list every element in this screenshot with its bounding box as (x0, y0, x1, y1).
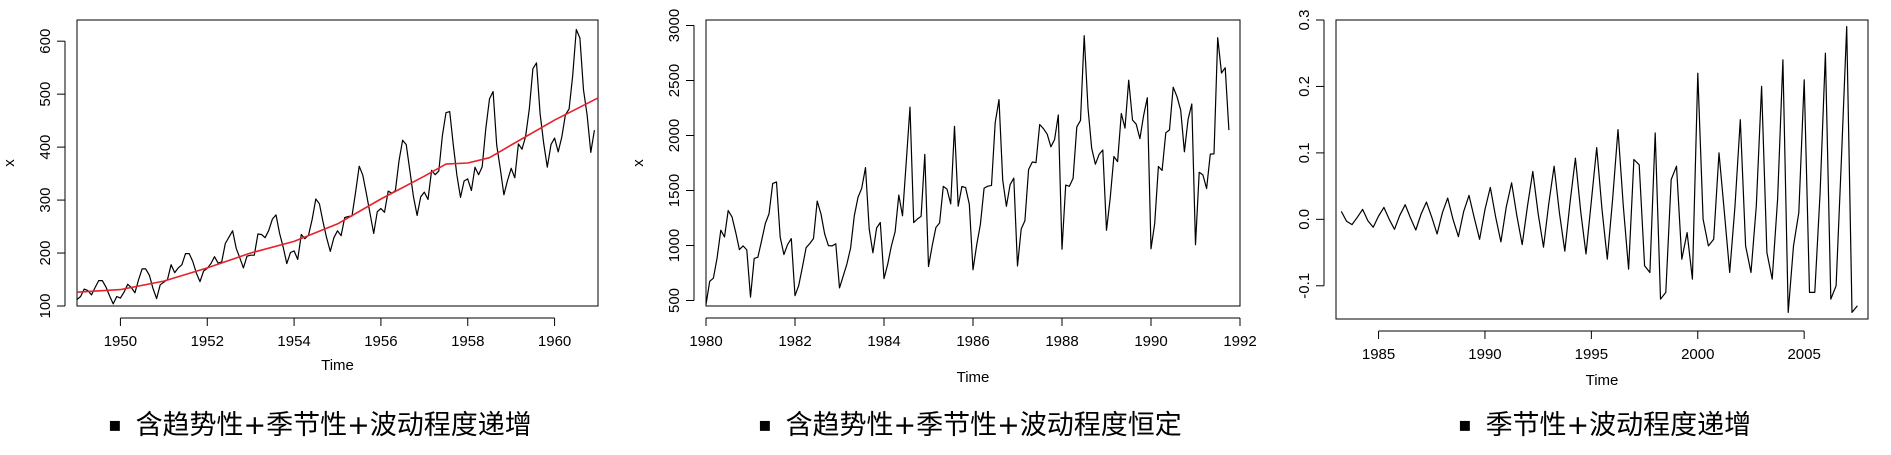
x-axis-label: Time (1586, 372, 1619, 389)
x-tick-label: 1952 (191, 333, 224, 350)
x-axis-label: Time (321, 357, 354, 374)
series-line-1 (1340, 26, 1858, 313)
caption-3-text: 季节性+波动程度递增 (1485, 410, 1752, 441)
y-tick-label: 600 (37, 29, 54, 54)
plot-frame (705, 19, 1241, 307)
x-tick-label: 1960 (538, 333, 571, 350)
y-tick-label: 2000 (666, 119, 683, 152)
series-line-1 (705, 35, 1230, 305)
x-tick-label: 1995 (1575, 346, 1608, 363)
caption-1: ▪ 含趋势性+季节性+波动程度递增 (108, 403, 532, 442)
y-tick-label: 0.2 (1296, 76, 1313, 97)
x-tick-label: 1958 (451, 333, 484, 350)
caption-3: ▪ 季节性+波动程度递增 (1458, 403, 1751, 442)
x-tick-label: 2000 (1681, 346, 1714, 363)
caption-2: ▪ 含趋势性+季节性+波动程度恒定 (758, 403, 1182, 442)
x-tick-label: 1956 (364, 333, 397, 350)
bullet-icon: ▪ (1458, 412, 1472, 436)
plot-frame (1335, 19, 1869, 320)
x-tick-label: 1988 (1045, 333, 1078, 350)
y-tick-label: 2500 (666, 64, 683, 97)
bullet-icon: ▪ (108, 412, 122, 436)
y-tick-label: 0.0 (1296, 209, 1313, 230)
x-tick-label: 1980 (689, 333, 722, 350)
y-tick-label: 1000 (666, 229, 683, 262)
y-tick-label: 400 (37, 135, 54, 160)
y-tick-label: -0.1 (1296, 273, 1313, 299)
y-tick-label: 100 (37, 293, 54, 318)
x-tick-label: 1954 (277, 333, 310, 350)
y-tick-label: 500 (666, 288, 683, 313)
x-tick-label: 1982 (778, 333, 811, 350)
y-tick-label: 300 (37, 188, 54, 213)
x-tick-label: 1984 (867, 333, 900, 350)
chart-3: 1985 1990 1995 2000 2005 -0.1 0.0 0.1 0.2 0.3 Time (1296, 10, 1869, 389)
x-tick-label: 1985 (1362, 346, 1395, 363)
x-tick-label: 1986 (956, 333, 989, 350)
y-axis-label: x (630, 159, 647, 167)
x-tick-label: 1950 (104, 333, 137, 350)
series-line-2 (76, 97, 599, 293)
chart-1: 1950 1952 1954 1956 1958 1960 100 200 300 400 500 6… (1, 19, 599, 374)
y-axis-label: x (1, 159, 18, 167)
y-tick-label: 0.1 (1296, 142, 1313, 163)
chart-2: 1980 1982 1984 1986 1988 1990 1992 500 1000 1500 2… (630, 9, 1257, 386)
y-tick-label: 3000 (666, 9, 683, 42)
series-line-1 (76, 28, 595, 305)
x-tick-label: 2005 (1787, 346, 1820, 363)
y-tick-label: 500 (37, 82, 54, 107)
plot-frame (76, 19, 599, 307)
x-axis-label: Time (957, 369, 990, 386)
y-tick-label: 200 (37, 241, 54, 266)
x-tick-label: 1992 (1223, 333, 1256, 350)
x-tick-label: 1990 (1134, 333, 1167, 350)
y-tick-label: 1500 (666, 174, 683, 207)
y-tick-label: 0.3 (1296, 10, 1313, 31)
bullet-icon: ▪ (758, 412, 772, 436)
caption-2-text: 含趋势性+季节性+波动程度恒定 (785, 410, 1182, 441)
caption-1-text: 含趋势性+季节性+波动程度递增 (135, 410, 532, 441)
x-tick-label: 1990 (1468, 346, 1501, 363)
